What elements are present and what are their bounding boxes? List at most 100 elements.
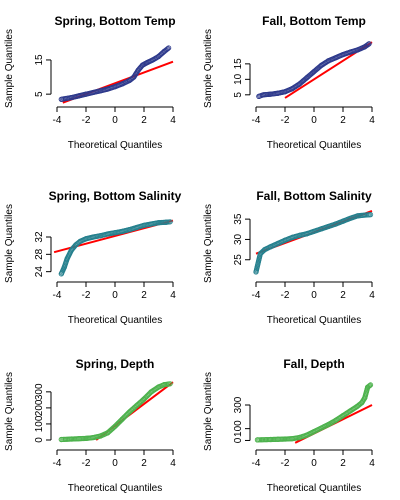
data-point: [68, 247, 75, 253]
data-point: [90, 234, 96, 240]
data-point: [134, 224, 140, 231]
data-point: [257, 251, 263, 257]
x-tick-label: 2: [141, 115, 147, 126]
y-tick-label: 300: [34, 383, 45, 400]
qq-panel: Fall, Bottom Salinity -4 -2 0 2 4 Theoretical …: [203, 189, 375, 326]
x-axis-title: Theoretical Quantiles: [68, 315, 163, 326]
data-point: [166, 45, 172, 51]
data-point: [139, 62, 146, 68]
data-point: [347, 215, 353, 221]
x-tick-label: 4: [369, 115, 375, 126]
data-point: [340, 413, 346, 419]
data-point: [112, 423, 118, 429]
data-point: [155, 53, 162, 60]
x-tick-label: 4: [369, 290, 375, 301]
qq-points: [58, 381, 173, 443]
y-tick-label: 100: [34, 415, 45, 432]
data-point: [318, 62, 324, 69]
data-point: [97, 233, 104, 239]
qq-points: [256, 41, 372, 99]
data-point: [267, 244, 274, 250]
x-tick-label: 4: [170, 290, 176, 301]
y-axis-title: Sample Quantiles: [4, 372, 15, 451]
data-point: [112, 230, 118, 236]
data-point: [362, 212, 368, 218]
data-point: [340, 51, 346, 58]
data-point: [90, 89, 96, 96]
x-tick-label: -2: [281, 458, 290, 469]
y-tick-label: 100: [233, 420, 244, 437]
x-tick-label: 2: [340, 115, 346, 126]
data-point: [97, 433, 104, 439]
data-point: [367, 382, 374, 388]
data-point: [167, 381, 173, 387]
data-point: [366, 383, 372, 389]
y-tick-label: 24: [34, 266, 45, 278]
x-axis-title: Theoretical Quantiles: [267, 315, 362, 326]
qq-panel: Fall, Bottom Temp -4 -2 0 2 4 Theoretical Quan…: [203, 14, 375, 151]
x-tick-label: 2: [340, 458, 346, 469]
x-tick-label: -4: [252, 458, 261, 469]
qq-panel: Spring, Bottom Salinity-4 -2 0 2 4Theoretica…: [4, 189, 182, 326]
data-point: [282, 237, 288, 243]
data-point: [131, 74, 137, 80]
data-point: [77, 238, 83, 244]
y-tick-label: 300: [233, 396, 244, 413]
data-point: [150, 57, 156, 63]
data-point: [58, 271, 64, 277]
x-tick-label: -2: [82, 290, 91, 301]
data-point: [333, 221, 339, 227]
x-tick-label: -4: [252, 115, 261, 126]
data-point: [135, 67, 141, 73]
y-tick-label: 200: [34, 399, 45, 416]
qq-panel: Spring, Bottom Temp -4 -2 0 2 4 Theoretical Qu…: [4, 14, 176, 151]
data-point: [362, 395, 368, 401]
x-tick-label: 4: [170, 458, 176, 469]
qq-points: [58, 45, 172, 102]
data-point: [83, 236, 89, 242]
data-point: [148, 389, 154, 395]
x-tick-label: -4: [53, 115, 62, 126]
y-tick-label: 5: [34, 91, 45, 97]
data-point: [134, 402, 140, 409]
data-point: [275, 436, 281, 442]
data-point: [367, 212, 374, 218]
y-axis-title: Sample Quantiles: [4, 29, 15, 108]
data-point: [289, 86, 295, 92]
x-tick-label: 0: [112, 458, 118, 469]
data-point: [83, 91, 89, 97]
data-point: [282, 436, 288, 442]
panel-title: Spring, Bottom Salinity: [49, 189, 182, 203]
data-point: [362, 44, 368, 50]
data-point: [325, 58, 332, 64]
data-point: [311, 428, 317, 435]
data-point: [126, 409, 133, 415]
panel-title: Fall, Bottom Temp: [262, 14, 366, 28]
x-tick-label: -4: [252, 290, 261, 301]
x-tick-label: 0: [311, 115, 317, 126]
y-tick-label: 15: [233, 58, 244, 70]
qq-points: [253, 212, 374, 275]
y-tick-label: 28: [34, 248, 45, 260]
data-point: [105, 430, 111, 436]
data-point: [73, 242, 79, 248]
data-point: [161, 48, 167, 54]
data-point: [304, 231, 310, 237]
y-tick-label: 0: [34, 437, 45, 443]
qq-points: [254, 382, 374, 443]
data-point: [318, 425, 324, 431]
data-point: [58, 436, 64, 443]
x-tick-label: 0: [112, 290, 118, 301]
data-point: [64, 256, 70, 262]
data-point: [112, 84, 118, 90]
data-point: [253, 269, 259, 275]
data-point: [275, 240, 281, 247]
panel-title: Spring, Depth: [76, 357, 155, 371]
data-point: [90, 434, 96, 441]
data-point: [296, 81, 303, 87]
x-tick-label: 2: [141, 458, 147, 469]
y-axis-title: Sample Quantiles: [203, 372, 214, 451]
y-tick-label: 35: [233, 213, 244, 225]
panel-title: Fall, Depth: [283, 357, 344, 371]
